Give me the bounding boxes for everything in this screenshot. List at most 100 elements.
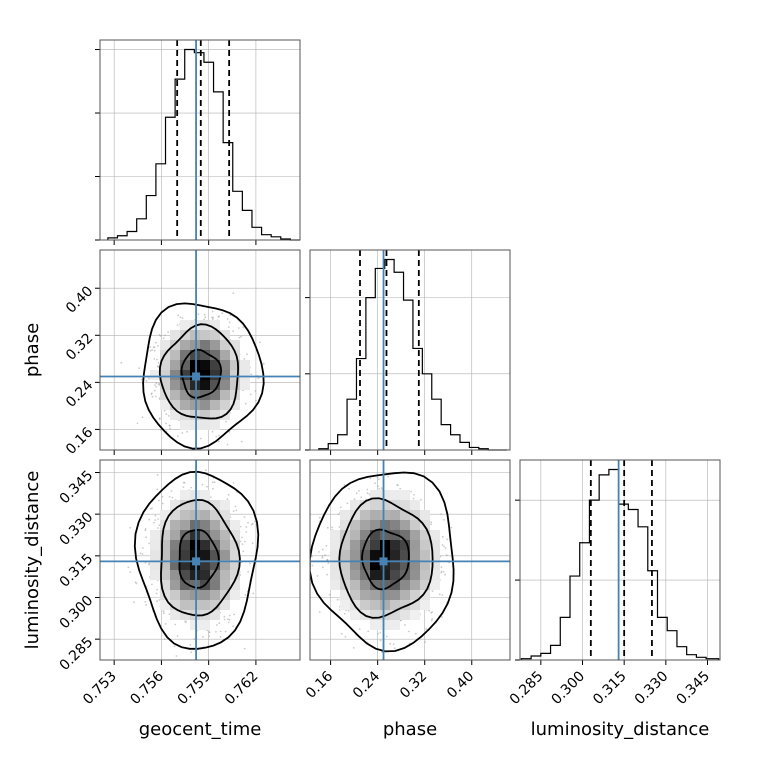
density-cell bbox=[180, 420, 190, 430]
sample-point bbox=[215, 630, 217, 633]
sample-point bbox=[245, 526, 248, 528]
sample-point bbox=[338, 526, 341, 528]
density-cell bbox=[240, 360, 250, 370]
sample-point bbox=[225, 420, 227, 423]
density-cell bbox=[200, 570, 210, 580]
sample-point bbox=[176, 324, 179, 326]
density-cell bbox=[190, 510, 200, 520]
sample-point bbox=[193, 638, 196, 640]
sample-point bbox=[158, 524, 161, 527]
sample-point bbox=[326, 526, 329, 529]
sample-point bbox=[151, 583, 153, 586]
sample-point bbox=[153, 349, 156, 352]
density-cell bbox=[190, 550, 200, 560]
contour-geocent-time-vs-phase-1 bbox=[158, 323, 240, 420]
sample-point bbox=[145, 379, 148, 382]
sample-point bbox=[247, 570, 250, 573]
sample-point bbox=[159, 335, 162, 337]
density-cell bbox=[190, 500, 200, 510]
density-cell bbox=[210, 370, 220, 380]
sample-point bbox=[233, 613, 236, 616]
sample-point bbox=[157, 362, 160, 364]
density-cell bbox=[210, 520, 220, 530]
sample-point bbox=[212, 487, 214, 490]
density-cell bbox=[200, 520, 210, 530]
density-cell bbox=[170, 380, 180, 390]
sample-point bbox=[250, 373, 253, 376]
sample-point bbox=[377, 485, 379, 488]
density-cell bbox=[230, 400, 240, 410]
density-cell bbox=[160, 530, 170, 540]
sample-point bbox=[173, 645, 176, 648]
density-cell bbox=[170, 560, 180, 570]
sample-point bbox=[219, 635, 222, 638]
sample-point bbox=[441, 544, 444, 546]
sample-point bbox=[155, 382, 158, 384]
density-cell bbox=[230, 350, 240, 360]
sample-point bbox=[385, 635, 388, 638]
sample-point bbox=[174, 623, 177, 626]
density-cell bbox=[180, 360, 190, 370]
sample-point bbox=[182, 486, 185, 488]
sample-point bbox=[159, 428, 162, 431]
density-cell bbox=[230, 520, 240, 530]
density-cell bbox=[190, 540, 200, 550]
sample-point bbox=[190, 486, 193, 489]
sample-point bbox=[232, 292, 235, 294]
sample-point bbox=[181, 432, 184, 434]
sample-point bbox=[232, 625, 234, 628]
sample-point bbox=[316, 575, 319, 577]
sample-point bbox=[210, 496, 212, 499]
density-cell bbox=[200, 600, 210, 610]
density-cell bbox=[220, 500, 230, 510]
sample-point bbox=[243, 647, 246, 650]
density-cell bbox=[220, 330, 230, 340]
sample-point bbox=[164, 623, 167, 625]
hist-frame-luminosity-distance bbox=[519, 459, 721, 661]
sample-point bbox=[204, 316, 207, 319]
density-cell bbox=[200, 380, 210, 390]
density-cell bbox=[230, 590, 240, 600]
density-cell bbox=[160, 560, 170, 570]
sample-point bbox=[218, 315, 221, 318]
sample-point bbox=[228, 614, 231, 617]
histogram-geocent-time bbox=[107, 48, 300, 241]
sample-point bbox=[238, 336, 241, 339]
density-cell bbox=[180, 500, 190, 510]
hist-panel-luminosity-distance bbox=[515, 459, 721, 665]
density-cell bbox=[230, 550, 240, 560]
joint-content-geocent-time-vs-luminosity-distance bbox=[127, 469, 260, 657]
sample-point bbox=[176, 435, 179, 438]
sample-point bbox=[213, 481, 216, 484]
density-cell bbox=[240, 370, 250, 380]
density-cell bbox=[210, 580, 220, 590]
density-cell bbox=[230, 340, 240, 350]
sample-point bbox=[151, 395, 154, 398]
sample-point bbox=[153, 358, 156, 360]
sample-point bbox=[168, 424, 171, 427]
sample-point bbox=[157, 527, 159, 529]
sample-point bbox=[156, 488, 159, 491]
density-cell bbox=[190, 360, 200, 370]
density-cell bbox=[150, 370, 160, 380]
density-cell bbox=[190, 410, 200, 420]
density-cell bbox=[170, 400, 180, 410]
sample-point bbox=[327, 562, 330, 564]
sample-point bbox=[154, 519, 157, 521]
density-cell bbox=[150, 570, 160, 580]
hist-frame-phase bbox=[309, 249, 511, 451]
sample-point bbox=[254, 390, 257, 392]
sample-point bbox=[140, 378, 143, 381]
density-cell bbox=[160, 380, 170, 390]
density-cell bbox=[200, 350, 210, 360]
sample-point bbox=[153, 346, 156, 349]
sample-point bbox=[442, 571, 445, 573]
sample-point bbox=[189, 644, 192, 646]
sample-point bbox=[244, 402, 247, 405]
sample-point bbox=[151, 349, 154, 351]
sample-point bbox=[148, 562, 151, 565]
sample-point bbox=[244, 594, 247, 596]
joint-frame-geocent-time-vs-phase bbox=[99, 249, 301, 451]
